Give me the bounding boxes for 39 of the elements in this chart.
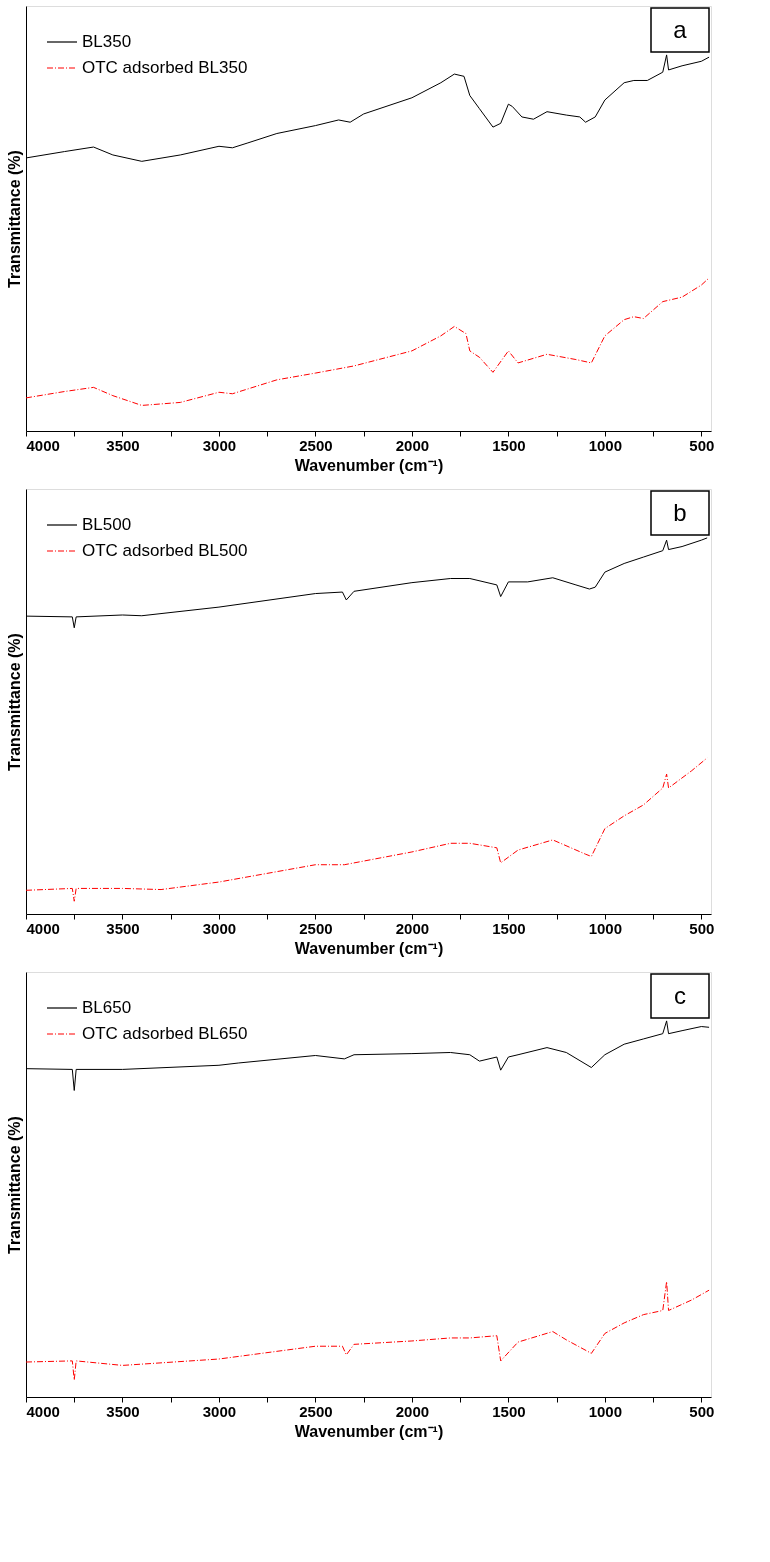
x-tick-label: 2000 [395,436,430,454]
text: c [674,982,686,1009]
x-tick-label: 3000 [202,919,237,937]
x-tick-label: 500 [689,436,715,454]
x-tick-label: 1000 [588,436,623,454]
x-tick-label: 2000 [395,919,430,937]
x-tick-label: 1000 [588,919,623,937]
x-tick-label: 1500 [492,919,526,937]
x-tick-label: 4000 [26,436,60,454]
legend-label: BL650 [82,998,132,1017]
legend-label: BL350 [82,32,132,51]
x-tick-label: 1000 [588,1402,623,1420]
y-axis-title: Transmittance (%) [5,1116,23,1254]
x-axis-title: Wavenumber (cm⁻¹) [294,939,444,957]
x-axis-title: Wavenumber (cm⁻¹) [294,1422,444,1440]
x-tick-label: 2500 [299,919,333,937]
text: b [673,499,687,526]
x-tick-label: 2500 [299,436,333,454]
y-axis-title: Transmittance (%) [5,633,23,771]
legend-label: OTC adsorbed BL650 [82,1024,248,1043]
legend-label: BL500 [82,515,132,534]
legend-label: OTC adsorbed BL500 [82,541,248,560]
x-axis-title: Wavenumber (cm⁻¹) [294,456,444,474]
x-tick-label: 3500 [106,1402,140,1420]
x-tick-label: 3500 [106,919,140,937]
x-tick-label: 1500 [492,436,526,454]
x-tick-label: 500 [689,919,715,937]
x-tick-label: 4000 [26,1402,60,1420]
legend-label: OTC adsorbed BL350 [82,58,248,77]
x-tick-label: 2000 [395,1402,430,1420]
x-tick-label: 3000 [202,1402,237,1420]
x-tick-label: 500 [689,1402,715,1420]
x-tick-label: 1500 [492,1402,526,1420]
x-tick-label: 3500 [106,436,140,454]
x-tick-label: 3000 [202,436,237,454]
text: a [673,16,688,43]
y-axis-title: Transmittance (%) [5,150,23,288]
x-tick-label: 2500 [299,1402,333,1420]
x-tick-label: 4000 [26,919,60,937]
